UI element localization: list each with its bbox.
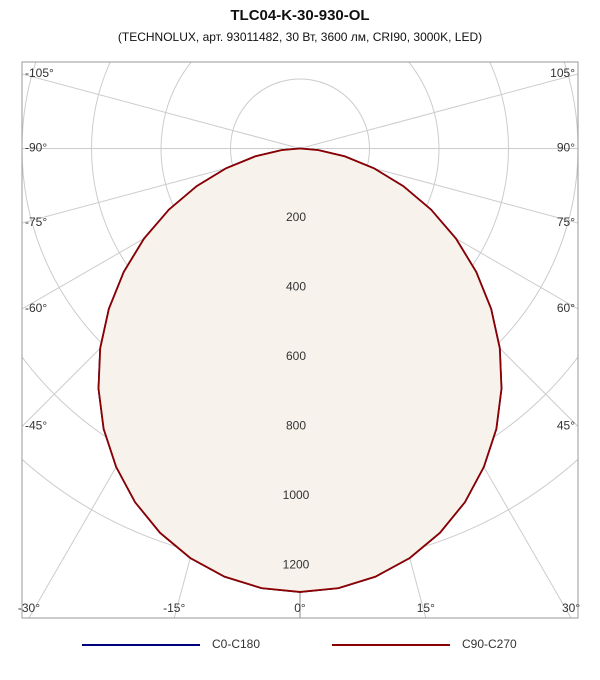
r-tick-label: 1000 bbox=[283, 488, 310, 502]
chart-title: TLC04-K-30-930-OL bbox=[230, 7, 369, 24]
r-tick-label: 200 bbox=[286, 210, 306, 224]
angle-label: -45° bbox=[25, 419, 47, 433]
angle-label: 15° bbox=[417, 601, 435, 615]
r-tick-label: 400 bbox=[286, 280, 306, 294]
angle-label: 30° bbox=[562, 601, 580, 615]
frame bbox=[21, 61, 579, 619]
r-tick-label: 1200 bbox=[283, 558, 310, 572]
legend-label: C0-C180 bbox=[212, 637, 260, 651]
intensity-curve bbox=[97, 147, 503, 593]
angle-label: 0° bbox=[294, 601, 306, 615]
angle-label: 90° bbox=[557, 141, 575, 155]
angle-label: -60° bbox=[25, 301, 47, 315]
angle-label: -105° bbox=[25, 66, 54, 80]
r-tick-label: 600 bbox=[286, 349, 306, 363]
legend-label: C90-C270 bbox=[462, 637, 517, 651]
r-tick-label: 800 bbox=[286, 419, 306, 433]
grid-ray bbox=[22, 73, 301, 149]
angle-label: -15° bbox=[163, 601, 185, 615]
grid-ray bbox=[299, 73, 578, 149]
angle-label: 60° bbox=[557, 301, 575, 315]
angle-label: -30° bbox=[18, 601, 40, 615]
plot-area bbox=[22, 62, 578, 618]
angle-label: 105° bbox=[550, 66, 575, 80]
labels: -105° -90° -75° -60° -45° -30° -15° 0° 15° 30° 45°… bbox=[18, 66, 580, 615]
angle-label: -75° bbox=[25, 215, 47, 229]
angle-label: 45° bbox=[557, 419, 575, 433]
angle-label: -90° bbox=[25, 141, 47, 155]
angle-label: 75° bbox=[557, 215, 575, 229]
chart-subtitle: (TECHNOLUX, арт. 93011482, 30 Вт, 3600 л… bbox=[118, 30, 482, 44]
